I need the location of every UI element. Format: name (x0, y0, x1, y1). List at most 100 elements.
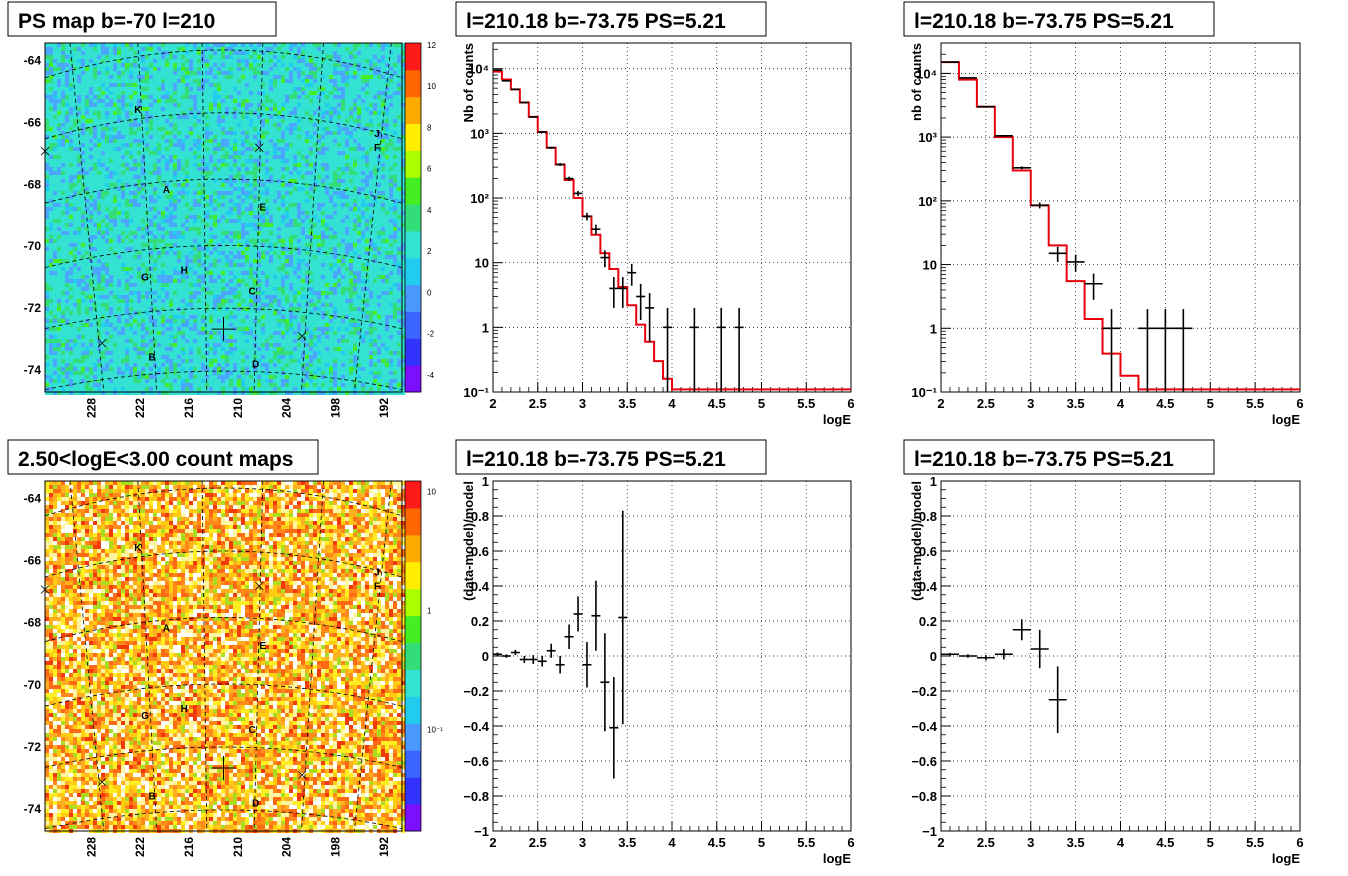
map-pixel (221, 59, 225, 63)
map-pixel (293, 183, 297, 187)
map-pixel (245, 75, 249, 79)
map-pixel (101, 211, 105, 215)
map-pixel (325, 171, 329, 175)
map-pixel (177, 151, 181, 155)
map-pixel (117, 223, 121, 227)
map-pixel (401, 103, 405, 107)
map-pixel (317, 231, 321, 235)
map-pixel (169, 235, 173, 239)
map-pixel (293, 155, 297, 159)
map-pixel (257, 107, 261, 111)
map-pixel (233, 43, 237, 47)
map-pixel (381, 259, 385, 263)
map-pixel (297, 171, 301, 175)
map-pixel (89, 87, 93, 91)
map-pixel (197, 207, 201, 211)
map-pixel (185, 151, 189, 155)
map-pixel (217, 187, 221, 191)
map-pixel (137, 123, 141, 127)
map-pixel (365, 223, 369, 227)
map-pixel (105, 95, 109, 99)
map-pixel (309, 123, 313, 127)
map-pixel (49, 119, 53, 123)
map-pixel (389, 231, 393, 235)
map-pixel (213, 211, 217, 215)
map-pixel (53, 231, 57, 235)
map-pixel (377, 87, 381, 91)
map-pixel (301, 171, 305, 175)
map-pixel (349, 115, 353, 119)
map-pixel (105, 247, 109, 251)
map-pixel (57, 171, 61, 175)
map-pixel (45, 191, 49, 195)
map-pixel (329, 223, 333, 227)
map-pixel (89, 71, 93, 75)
map-pixel (65, 59, 69, 63)
map-pixel (393, 75, 397, 79)
map-pixel (353, 203, 357, 207)
map-pixel (333, 199, 337, 203)
map-pixel (209, 127, 213, 131)
map-pixel (101, 207, 105, 211)
map-pixel (341, 131, 345, 135)
map-pixel (397, 71, 401, 75)
map-pixel (169, 211, 173, 215)
map-pixel (289, 183, 293, 187)
map-pixel (345, 63, 349, 67)
map-pixel (273, 91, 277, 95)
map-pixel (397, 55, 401, 59)
map-pixel (201, 63, 205, 67)
map-pixel (289, 171, 293, 175)
map-pixel (329, 51, 333, 55)
map-pixel (369, 123, 373, 127)
map-pixel (329, 135, 333, 139)
map-pixel (253, 151, 257, 155)
map-pixel (133, 123, 137, 127)
map-pixel (217, 95, 221, 99)
map-pixel (301, 235, 305, 239)
map-pixel (49, 247, 53, 251)
map-pixel (397, 107, 401, 111)
map-pixel (65, 227, 69, 231)
map-pixel (349, 47, 353, 51)
map-pixel (225, 219, 229, 223)
map-pixel (341, 239, 345, 243)
map-pixel (69, 47, 73, 51)
map-pixel (85, 195, 89, 199)
map-pixel (361, 99, 365, 103)
map-pixel (317, 75, 321, 79)
map-pixel (337, 235, 341, 239)
map-pixel (297, 123, 301, 127)
map-pixel (77, 227, 81, 231)
map-pixel (297, 119, 301, 123)
map-pixel (285, 223, 289, 227)
map-pixel (45, 115, 49, 119)
map-pixel (237, 255, 241, 259)
map-pixel (65, 43, 69, 47)
map-pixel (349, 43, 353, 47)
map-pixel (121, 187, 125, 191)
map-pixel (377, 219, 381, 223)
map-pixel (49, 263, 53, 267)
map-pixel (293, 111, 297, 115)
map-pixel (309, 175, 313, 179)
map-pixel (153, 51, 157, 55)
map-pixel (321, 151, 325, 155)
map-pixel (93, 199, 97, 203)
map-pixel (105, 231, 109, 235)
map-pixel (73, 43, 77, 47)
map-pixel (233, 195, 237, 199)
map-pixel (365, 247, 369, 251)
map-pixel (349, 251, 353, 255)
map-pixel (385, 127, 389, 131)
map-pixel (273, 159, 277, 163)
map-pixel (153, 79, 157, 83)
map-pixel (305, 207, 309, 211)
map-pixel (117, 163, 121, 167)
map-pixel (245, 47, 249, 51)
map-pixel (97, 239, 101, 243)
map-pixel (309, 79, 313, 83)
map-pixel (245, 243, 249, 247)
map-pixel (121, 191, 125, 195)
map-pixel (333, 67, 337, 71)
